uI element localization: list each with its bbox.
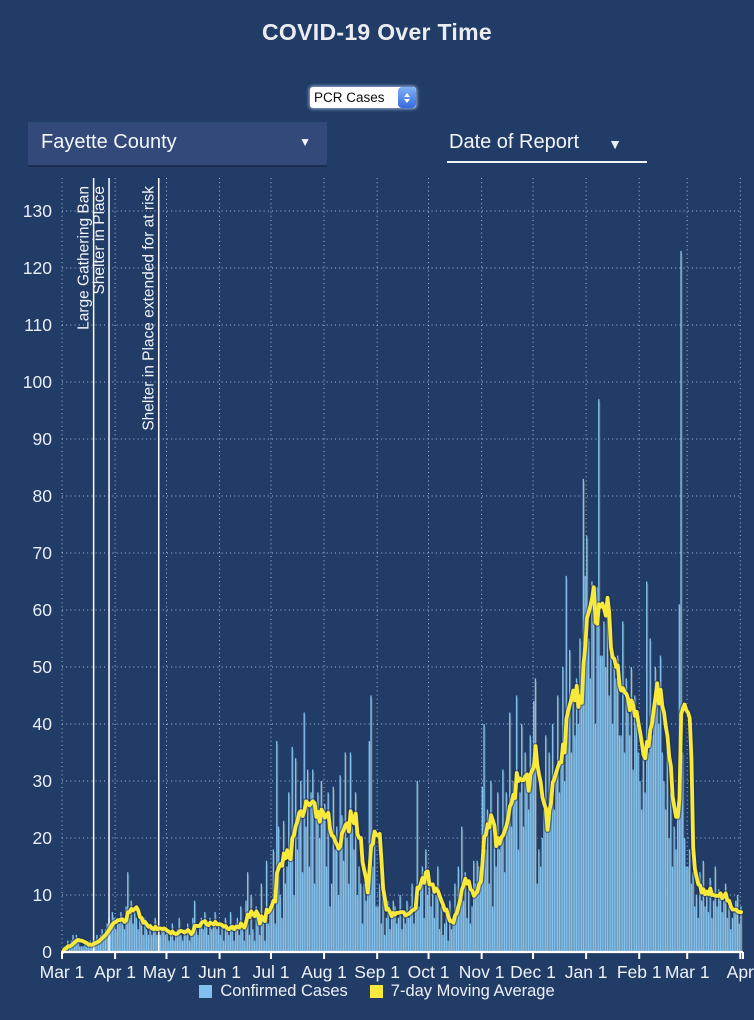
svg-text:Aug 1: Aug 1 [301,962,347,982]
sort-dropdown-label: Date of Report [449,131,580,153]
confirmed-cases-bars[interactable] [63,250,743,953]
svg-text:Oct 1: Oct 1 [408,962,450,982]
sort-dropdown[interactable]: Date of Report ▼ [447,127,647,163]
svg-text:130: 130 [23,201,52,221]
svg-text:40: 40 [33,714,53,734]
svg-text:80: 80 [33,486,53,506]
svg-text:Dec 1: Dec 1 [510,962,556,982]
svg-text:Shelter in Place: Shelter in Place [91,186,108,295]
svg-text:Feb 1: Feb 1 [617,962,662,982]
svg-text:May 1: May 1 [143,962,191,982]
svg-text:Mar 1: Mar 1 [665,962,710,982]
svg-text:Apr: Apr [727,962,754,982]
svg-text:60: 60 [33,600,53,620]
confirmed-cases-swatch [199,985,213,998]
svg-text:70: 70 [33,543,53,563]
moving-average-line [59,583,745,956]
svg-text:Jan 1: Jan 1 [565,962,608,982]
svg-text:0: 0 [42,942,52,962]
metric-select[interactable]: PCR Cases [310,87,416,108]
metric-select-value: PCR Cases [314,90,385,105]
select-stepper-icon[interactable] [398,87,416,108]
page-title: COVID-19 Over Time [262,19,492,45]
svg-text:Jun 1: Jun 1 [198,962,241,982]
svg-text:Nov 1: Nov 1 [459,962,505,982]
svg-text:90: 90 [33,429,53,449]
legend-label-moving-average: 7-day Moving Average [390,982,555,1000]
svg-text:10: 10 [33,885,53,905]
legend-item-confirmed-cases[interactable]: Confirmed Cases [199,982,348,1001]
svg-text:110: 110 [24,315,52,335]
svg-text:30: 30 [33,771,53,791]
arrow-down-icon [404,98,410,103]
legend-item-moving-average[interactable]: 7-day Moving Average [369,982,555,1001]
chart-legend: Confirmed Cases 7-day Moving Average [0,982,754,1001]
svg-text:Shelter in Place extended for: Shelter in Place extended for at risk [141,186,158,431]
svg-text:Apr 1: Apr 1 [94,962,136,982]
county-dropdown[interactable]: Fayette County ▼ [28,122,327,167]
svg-text:Jul 1: Jul 1 [252,962,289,982]
legend-label-confirmed-cases: Confirmed Cases [220,982,348,1000]
arrow-up-icon [404,92,410,97]
county-dropdown-value: Fayette County [41,131,177,153]
caret-down-icon: ▼ [608,136,622,152]
svg-text:120: 120 [23,258,52,278]
svg-text:Large Gathering Ban: Large Gathering Ban [76,186,93,330]
chevron-down-icon: ▼ [299,135,311,149]
moving-average-swatch [369,985,383,998]
axes: 0 10 20 30 40 50 60 70 80 90 100 110 120 130 Mar 1 Apr … [23,201,754,982]
svg-text:20: 20 [33,828,53,848]
svg-text:100: 100 [23,372,52,392]
svg-text:Mar 1: Mar 1 [40,962,85,982]
svg-text:Sep 1: Sep 1 [354,962,400,982]
svg-text:50: 50 [33,657,53,677]
